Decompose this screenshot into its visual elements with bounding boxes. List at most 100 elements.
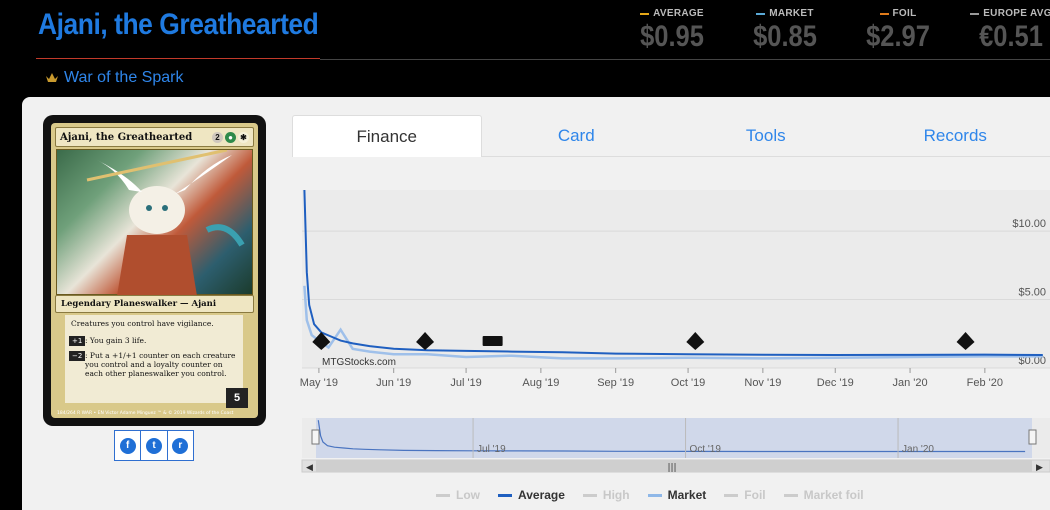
plot-background <box>302 190 1050 368</box>
legend-label: Market <box>667 488 707 502</box>
scroll-right-icon[interactable]: ▶ <box>1036 463 1043 473</box>
x-tick-label: Sep '19 <box>597 377 634 389</box>
legend-line-icon <box>436 493 450 497</box>
war-of-the-spark-set-icon <box>46 73 58 82</box>
legend-line-icon <box>724 493 739 497</box>
x-tick-label: Jan '20 <box>892 377 927 389</box>
y-tick-label: $5.00 <box>1018 287 1046 299</box>
set-link[interactable]: War of the Spark <box>44 69 183 87</box>
legend-item-market-foil[interactable]: Market foil <box>783 488 864 502</box>
x-tick-label: May '19 <box>300 377 338 389</box>
x-tick-label: Dec '19 <box>817 377 854 389</box>
title-underline <box>36 58 320 59</box>
navigator-tick-label: Oct '19 <box>690 444 722 455</box>
legend-item-low[interactable]: Low <box>436 488 480 502</box>
twitter-icon: t <box>145 437 162 454</box>
legend-label: Low <box>456 488 480 502</box>
set-symbol-icon <box>416 332 435 350</box>
mana-cost: 2 ● ✱ <box>212 131 249 143</box>
set-symbol-icon <box>686 332 705 350</box>
card-art <box>56 148 253 296</box>
legend-item-high[interactable]: High <box>582 488 630 502</box>
price-label-text: MARKET <box>769 8 814 19</box>
ability-1-text: : You gain 3 life. <box>85 336 147 345</box>
ability-1-cost: +1 <box>69 336 86 347</box>
navigator-tick-label: Jan '20 <box>902 444 934 455</box>
price-label: EUROPE AVG <box>951 8 1050 19</box>
scroll-left-icon[interactable]: ◀ <box>306 463 313 473</box>
card-type-line: Legendary Planeswalker — Ajani <box>55 295 254 313</box>
legend-item-average[interactable]: Average <box>498 488 565 502</box>
card-footer: 184/264 R WAR • EN Victor Adame Minguez … <box>57 411 234 416</box>
legend-label: Market foil <box>803 488 864 502</box>
tab-bar: Finance Card Tools Records <box>292 115 1050 157</box>
ability-2: −2 : Put a +1/+1 counter on each creatur… <box>69 351 237 378</box>
legend-line-icon <box>783 493 798 497</box>
legend-label: Foil <box>744 488 766 502</box>
card-namebar: Ajani, the Greathearted 2 ● ✱ <box>55 127 254 147</box>
price-label-text: EUROPE AVG <box>983 8 1050 19</box>
price-label: FOIL <box>838 8 958 19</box>
navigator-series <box>317 420 1026 453</box>
static-ability: Creatures you control have vigilance. <box>71 319 214 328</box>
chart-watermark: MTGStocks.com <box>322 357 396 368</box>
set-symbol-icon <box>312 332 331 350</box>
x-tick-label: Feb '20 <box>967 377 1003 389</box>
tab-records[interactable]: Records <box>860 115 1050 157</box>
price-value: €0.51 <box>979 20 1043 53</box>
navigator-handle-left[interactable] <box>311 429 320 445</box>
x-tick-label: Oct '19 <box>671 377 706 389</box>
tab-tools[interactable]: Tools <box>671 115 861 157</box>
price-chart[interactable]: $0.00 $5.00 $10.00 May '19 Jun '19 Jul '19 Aug… <box>292 170 1050 510</box>
y-tick-label: $0.00 <box>1018 355 1046 367</box>
share-reddit-button[interactable]: r <box>168 431 193 460</box>
scroll-grip-icon: ||| <box>667 463 676 473</box>
ability-1: +1 : You gain 3 life. <box>69 336 237 347</box>
m20-set-icon <box>482 336 503 346</box>
price-summary: AVERAGE $0.95 MARKET $0.85 FOIL $2.97 EUROPE A… <box>0 8 1050 58</box>
legend-line-icon <box>647 493 662 497</box>
legend-label: High <box>602 488 630 502</box>
share-facebook-button[interactable]: f <box>115 431 142 460</box>
price-label: MARKET <box>725 8 845 19</box>
header-divider <box>320 59 1050 60</box>
price-value: $0.85 <box>753 20 817 53</box>
card-image-name: Ajani, the Greathearted <box>60 131 193 143</box>
card-title: Ajani, the Greathearted <box>38 8 319 41</box>
set-symbol-icon <box>956 332 975 350</box>
share-buttons: f t r <box>114 430 194 461</box>
mana-white-icon: ✱ <box>238 131 249 143</box>
y-tick-label: $10.00 <box>1012 218 1046 230</box>
legend-dash-icon <box>756 12 766 15</box>
ability-2-cost: −2 <box>69 351 86 362</box>
card-image[interactable]: Ajani, the Greathearted 2 ● ✱ Legendary … <box>43 115 266 426</box>
tab-finance[interactable]: Finance <box>292 115 482 157</box>
x-tick-label: Aug '19 <box>522 377 559 389</box>
legend-dash-icon <box>970 12 980 15</box>
mana-green-icon: ● <box>225 131 236 143</box>
reddit-icon: r <box>172 437 189 454</box>
price-europe-avg: EUROPE AVG €0.51 <box>951 8 1050 54</box>
price-value: $2.97 <box>866 20 930 53</box>
price-average: AVERAGE $0.95 <box>612 8 732 54</box>
price-foil: FOIL $2.97 <box>838 8 958 54</box>
mana-generic-icon: 2 <box>212 131 223 143</box>
tab-card[interactable]: Card <box>481 115 672 157</box>
navigator-handle-right[interactable] <box>1028 429 1037 445</box>
price-label-text: FOIL <box>892 8 917 19</box>
ability-2-text: : Put a +1/+1 counter on each creature y… <box>85 351 236 378</box>
set-name: War of the Spark <box>64 69 184 86</box>
legend-dash-icon <box>879 12 889 15</box>
legend-line-icon <box>582 493 597 497</box>
legend-line-icon <box>498 493 512 497</box>
starting-loyalty: 5 <box>226 388 248 408</box>
price-label-text: AVERAGE <box>653 8 704 19</box>
share-twitter-button[interactable]: t <box>141 431 168 460</box>
legend-dash-icon <box>640 12 650 15</box>
ajani-art-icon <box>86 148 245 296</box>
legend-item-foil[interactable]: Foil <box>724 488 766 502</box>
x-tick-label: Jun '19 <box>376 377 411 389</box>
legend-item-market[interactable]: Market <box>647 488 707 502</box>
series-line-average <box>303 189 1043 357</box>
chart-legend: Low Average High Market Foil Market foil <box>436 488 864 502</box>
